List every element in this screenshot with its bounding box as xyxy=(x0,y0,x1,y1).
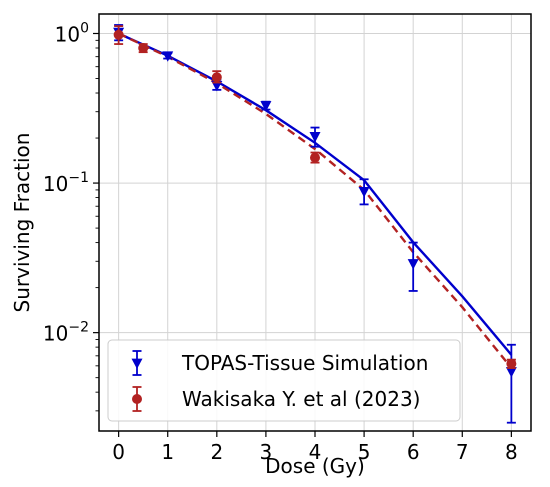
x-tick-label: 0 xyxy=(112,440,125,464)
marker-triangle xyxy=(407,259,419,270)
legend: TOPAS-Tissue Simulation Wakisaka Y. et al… xyxy=(107,339,461,422)
marker-triangle xyxy=(162,51,174,62)
x-tick-label: 4 xyxy=(309,440,322,464)
marker-triangle xyxy=(131,358,143,370)
marker-circle xyxy=(310,152,320,163)
x-tick-label: 2 xyxy=(210,440,223,464)
y-axis-label: Surviving Fraction xyxy=(10,133,34,313)
x-tick-label: 1 xyxy=(161,440,174,464)
y-tick-label: 100 xyxy=(55,20,89,46)
marker-circle xyxy=(506,358,517,369)
marker-circle xyxy=(211,72,222,83)
fit-curve xyxy=(118,32,513,369)
x-tick-label: 8 xyxy=(505,440,518,464)
marker-circle xyxy=(132,394,142,404)
x-tick-label: 5 xyxy=(358,440,371,464)
marker-triangle xyxy=(309,132,321,143)
legend-label: Wakisaka Y. et al (2023) xyxy=(182,387,420,411)
legend-label: TOPAS-Tissue Simulation xyxy=(181,351,428,375)
marker-circle xyxy=(138,42,149,53)
legend-box xyxy=(107,339,461,422)
x-tick-label: 7 xyxy=(456,440,469,464)
marker-triangle xyxy=(260,101,272,112)
marker-triangle xyxy=(505,367,517,378)
x-tick-label: 3 xyxy=(260,440,273,464)
data-points xyxy=(113,24,517,424)
y-tick-label: 10−1 xyxy=(43,170,89,196)
marker-triangle xyxy=(211,80,223,92)
x-tick-label: 6 xyxy=(407,440,420,464)
y-tick-label: 10−2 xyxy=(43,320,89,346)
x-axis-label: Dose (Gy) xyxy=(265,454,365,478)
marker-triangle xyxy=(358,186,370,198)
marker-circle xyxy=(113,29,124,40)
axis-ticks: 0 1 2 3 4 5 6 7 8 100 10−1 10−2 xyxy=(43,20,518,464)
